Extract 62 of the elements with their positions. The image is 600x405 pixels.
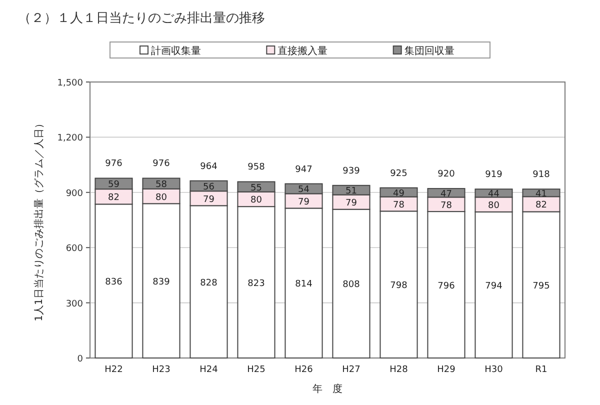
data-label: 79 [346, 198, 358, 209]
data-label: 56 [203, 182, 215, 192]
x-tick-label: H26 [294, 365, 314, 375]
data-label: 78 [440, 200, 452, 211]
data-label: 839 [152, 277, 170, 288]
x-tick-label: H25 [247, 365, 266, 375]
total-label: 925 [390, 168, 408, 179]
data-label: 82 [536, 200, 547, 211]
data-label: 82 [108, 193, 120, 204]
data-label: 794 [485, 281, 503, 292]
data-label: 78 [393, 200, 405, 210]
data-label: 80 [250, 196, 262, 206]
x-tick-label: H30 [484, 365, 504, 375]
data-label: 54 [298, 185, 310, 196]
total-label: 920 [438, 170, 456, 180]
data-label: 79 [203, 194, 215, 205]
x-tick-label: R1 [535, 365, 548, 375]
data-label: 55 [250, 183, 262, 194]
data-label: 836 [105, 278, 123, 288]
total-label: 976 [105, 159, 123, 170]
chart-title: （２）１人１日当たりのごみ排出量の推移 [18, 11, 265, 26]
total-label: 976 [152, 159, 170, 170]
legend-label: 計画収集量 [151, 45, 201, 57]
data-label: 798 [390, 281, 408, 292]
y-axis-title: 1人1日当たりのごみ排出量（グラム／人日） [33, 118, 45, 322]
total-label: 939 [342, 166, 360, 176]
x-axis-title: 年 度 [312, 383, 342, 395]
data-label: 79 [298, 197, 310, 208]
x-tick-label: H27 [342, 365, 360, 375]
data-label: 51 [346, 186, 357, 197]
total-label: 958 [248, 162, 266, 173]
y-tick-label: 0 [77, 354, 84, 364]
data-label: 796 [438, 281, 456, 292]
data-label: 828 [200, 278, 218, 288]
data-label: 80 [488, 201, 500, 212]
data-label: 44 [488, 190, 500, 200]
data-label: 795 [532, 281, 550, 292]
data-label: 80 [156, 192, 168, 203]
y-tick-label: 600 [66, 244, 84, 254]
data-label: 814 [295, 280, 313, 290]
data-label: 49 [393, 188, 405, 199]
y-tick-label: 1,500 [57, 78, 84, 88]
y-tick-label: 1,200 [57, 134, 84, 144]
data-label: 823 [248, 278, 265, 289]
y-tick-label: 900 [66, 188, 84, 199]
legend-label: 直接搬入量 [278, 45, 328, 57]
x-tick-label: H29 [437, 365, 456, 375]
data-label: 808 [342, 280, 360, 290]
total-label: 918 [532, 170, 550, 180]
data-label: 41 [536, 189, 547, 200]
x-tick-label: H24 [200, 365, 218, 375]
x-tick-label: H23 [152, 365, 170, 375]
total-label: 919 [485, 170, 503, 180]
data-label: 58 [156, 180, 168, 190]
legend-label: 集団回収量 [404, 45, 454, 57]
total-label: 964 [200, 162, 218, 172]
data-label: 47 [440, 189, 452, 200]
y-tick-label: 300 [66, 299, 84, 310]
x-tick-label: H22 [104, 365, 123, 375]
total-label: 947 [295, 164, 312, 175]
x-tick-label: H28 [390, 365, 408, 375]
data-label: 59 [108, 180, 120, 190]
